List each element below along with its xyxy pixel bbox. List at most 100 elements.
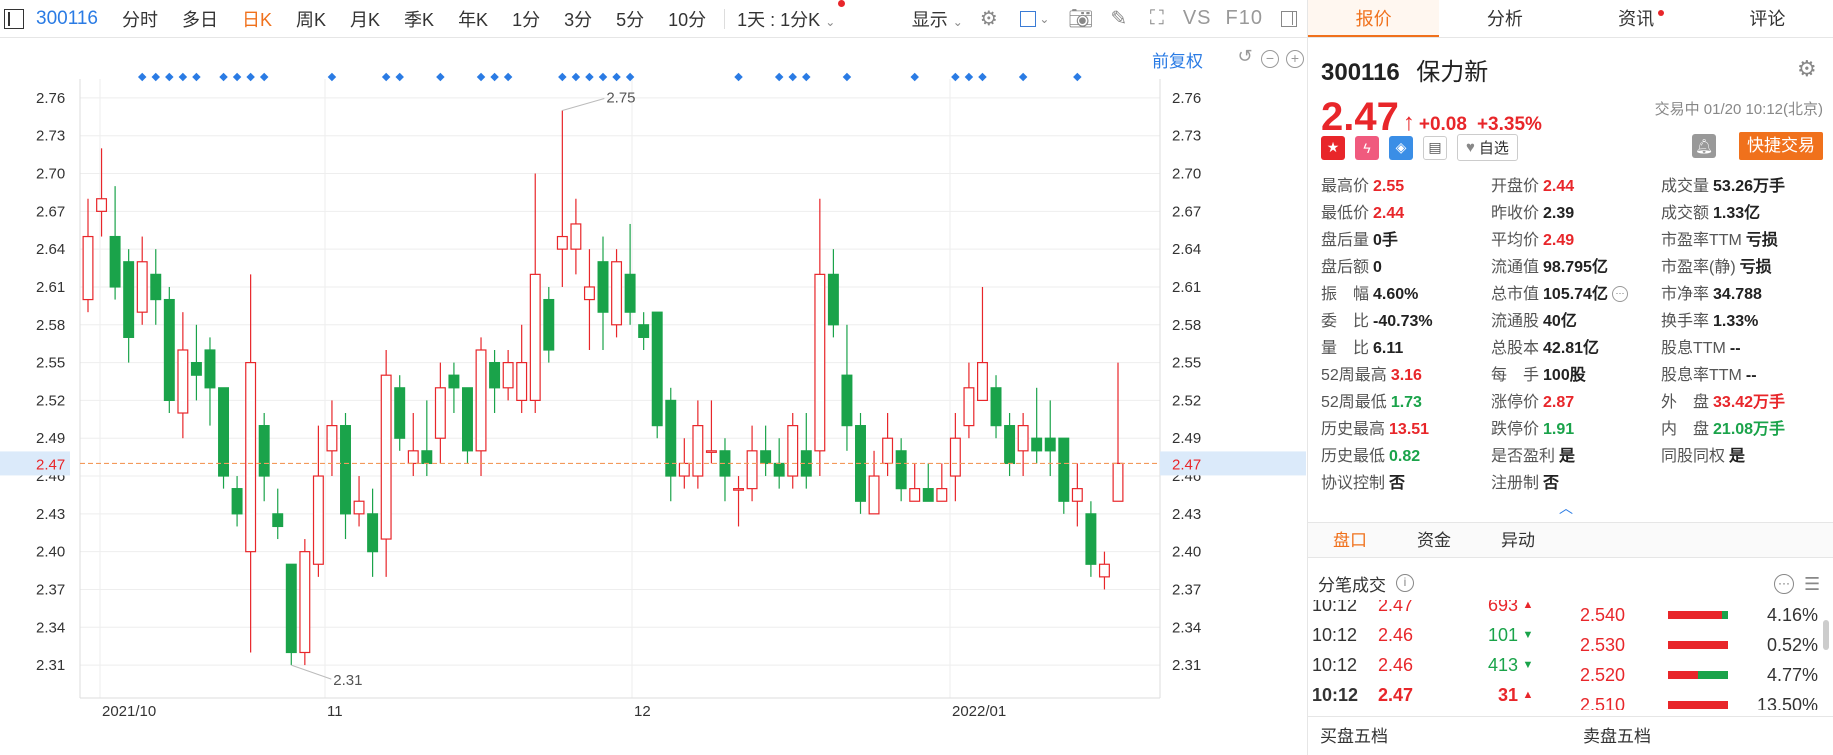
display-dropdown[interactable]: 显示 ⌄	[912, 6, 963, 32]
event-marker[interactable]	[951, 72, 960, 82]
event-marker[interactable]	[571, 72, 581, 82]
event-marker[interactable]	[219, 72, 228, 82]
f10-button[interactable]: F10	[1225, 7, 1263, 29]
candle-body	[245, 361, 257, 553]
buy-book-label[interactable]: 买盘五档	[1320, 727, 1388, 746]
orderbook-tab-1[interactable]: 资金	[1417, 531, 1451, 550]
event-marker[interactable]	[395, 72, 404, 82]
event-marker[interactable]	[476, 72, 486, 82]
event-marker[interactable]	[165, 72, 174, 82]
event-marker[interactable]	[436, 72, 445, 82]
event-marker[interactable]	[259, 72, 269, 82]
tab-1[interactable]: 分析	[1439, 0, 1570, 37]
candle-body	[190, 361, 202, 376]
period-tab-1[interactable]: 多日	[182, 9, 218, 30]
event-marker[interactable]	[381, 72, 391, 82]
more-icon[interactable]: ···	[1774, 574, 1794, 594]
event-marker[interactable]	[842, 72, 852, 82]
event-marker[interactable]	[490, 72, 499, 82]
event-marker[interactable]	[327, 72, 337, 82]
event-marker[interactable]	[503, 72, 513, 82]
stat-row: 量 比 6.11 总股本 42.81亿 股息TTM --	[1321, 332, 1831, 359]
gear-icon[interactable]: ⚙	[1797, 56, 1817, 81]
adjust-mode-button[interactable]: 前复权	[1152, 52, 1203, 71]
period-tab-9[interactable]: 5分	[616, 9, 645, 30]
stat-value: 34.788	[1713, 285, 1762, 303]
more-icon[interactable]: ···	[1611, 286, 1628, 303]
stat-cell: 股息率TTM --	[1661, 361, 1831, 385]
add-watchlist-button[interactable]: ♥ 自选	[1457, 134, 1518, 161]
reset-icon[interactable]: ↺	[1237, 46, 1253, 66]
scrollbar[interactable]	[1823, 620, 1829, 650]
event-marker[interactable]	[137, 72, 147, 82]
lightning-icon[interactable]: ϟ	[1355, 135, 1379, 160]
event-marker[interactable]	[788, 72, 797, 82]
quick-trade-button[interactable]: 快捷交易	[1739, 132, 1823, 160]
gear-icon[interactable]: ⚙	[979, 8, 998, 30]
period-tab-10[interactable]: 10分	[668, 9, 707, 30]
period-tab-4[interactable]: 月K	[350, 9, 381, 30]
y-tick-label-right: 2.40	[1172, 544, 1201, 561]
tab-3[interactable]: 评论	[1702, 0, 1833, 37]
tab-0[interactable]: 报价	[1308, 0, 1440, 37]
event-marker[interactable]	[598, 72, 608, 82]
event-marker[interactable]	[774, 72, 784, 82]
sell-book-label[interactable]: 卖盘五档	[1583, 727, 1651, 746]
event-marker[interactable]	[1073, 72, 1082, 82]
candle-body	[624, 273, 636, 313]
fullscreen-icon[interactable]: ⛶	[1149, 7, 1164, 29]
bookmark-icon[interactable]: ▤	[1423, 135, 1447, 160]
event-marker[interactable]	[232, 72, 242, 82]
period-select[interactable]: 1天 : 1分K ⌄	[731, 0, 846, 32]
zoom-out-icon[interactable]: −	[1261, 50, 1279, 68]
event-marker[interactable]	[612, 72, 621, 82]
price-change: +0.08	[1418, 114, 1467, 135]
triangle-up-icon: ▲	[1522, 689, 1534, 701]
vs-compare-button[interactable]: VS	[1182, 7, 1212, 29]
kline-svg: 2.76 2.76 2.73 2.73 2.70 2.70 2.67 2.67 2.64 2.64…	[0, 72, 1306, 720]
event-marker[interactable]	[1018, 72, 1028, 82]
event-marker[interactable]	[964, 72, 974, 82]
event-marker[interactable]	[178, 72, 188, 82]
kline-chart[interactable]: 2.76 2.76 2.73 2.73 2.70 2.70 2.67 2.67 2.64 2.64…	[0, 39, 1307, 755]
period-tab-3[interactable]: 周K	[296, 9, 327, 30]
orderbook-tab-0[interactable]: 盘口	[1333, 531, 1367, 550]
list-icon[interactable]: ☰	[1804, 574, 1821, 594]
info-icon[interactable]: i	[1396, 574, 1414, 592]
sidebar-toggle-icon[interactable]	[4, 8, 24, 29]
period-tab-5[interactable]: 季K	[404, 9, 435, 30]
event-marker[interactable]	[192, 72, 201, 82]
event-marker[interactable]	[585, 72, 594, 82]
event-marker[interactable]	[734, 72, 743, 82]
event-marker[interactable]	[151, 72, 161, 82]
tag-icon[interactable]: ◈	[1389, 135, 1413, 160]
event-marker[interactable]	[246, 72, 255, 82]
event-marker[interactable]	[802, 72, 811, 82]
period-tab-7[interactable]: 1分	[512, 9, 541, 30]
candle-body	[895, 450, 907, 490]
square-select-icon[interactable]: ⌄	[1015, 7, 1055, 31]
event-marker[interactable]	[910, 72, 919, 82]
candle-body	[949, 437, 961, 477]
stat-cell: 总市值 105.74亿 ···	[1491, 280, 1661, 304]
panel-toggle-icon[interactable]	[1277, 7, 1301, 31]
chevron-up-icon[interactable]: ︿	[1559, 500, 1573, 516]
toolbar-stock-code[interactable]: 300116	[36, 7, 98, 29]
bell-icon[interactable]: 🔔︎	[1692, 134, 1716, 158]
event-marker[interactable]	[625, 72, 635, 82]
stat-value: 13.51	[1389, 420, 1430, 438]
tab-2[interactable]: 资讯	[1571, 0, 1702, 37]
zoom-in-icon[interactable]: +	[1286, 50, 1304, 68]
pencil-icon[interactable]: ✎	[1110, 8, 1128, 30]
event-marker[interactable]	[978, 72, 987, 82]
y-tick-label-right: 2.61	[1172, 279, 1201, 296]
period-tab-0[interactable]: 分时	[122, 9, 158, 30]
period-tab-8[interactable]: 3分	[564, 9, 593, 30]
period-tab-2[interactable]: 日K	[242, 9, 273, 30]
period-tab-6[interactable]: 年K	[458, 9, 489, 30]
stat-row: 52周最低 1.73 涨停价 2.87 外 盘 33.42万手	[1321, 386, 1831, 413]
orderbook-tab-2[interactable]: 异动	[1501, 531, 1535, 550]
camera-icon[interactable]: 📷︎	[1068, 8, 1094, 30]
candle-body	[82, 235, 94, 301]
event-marker[interactable]	[558, 72, 567, 82]
